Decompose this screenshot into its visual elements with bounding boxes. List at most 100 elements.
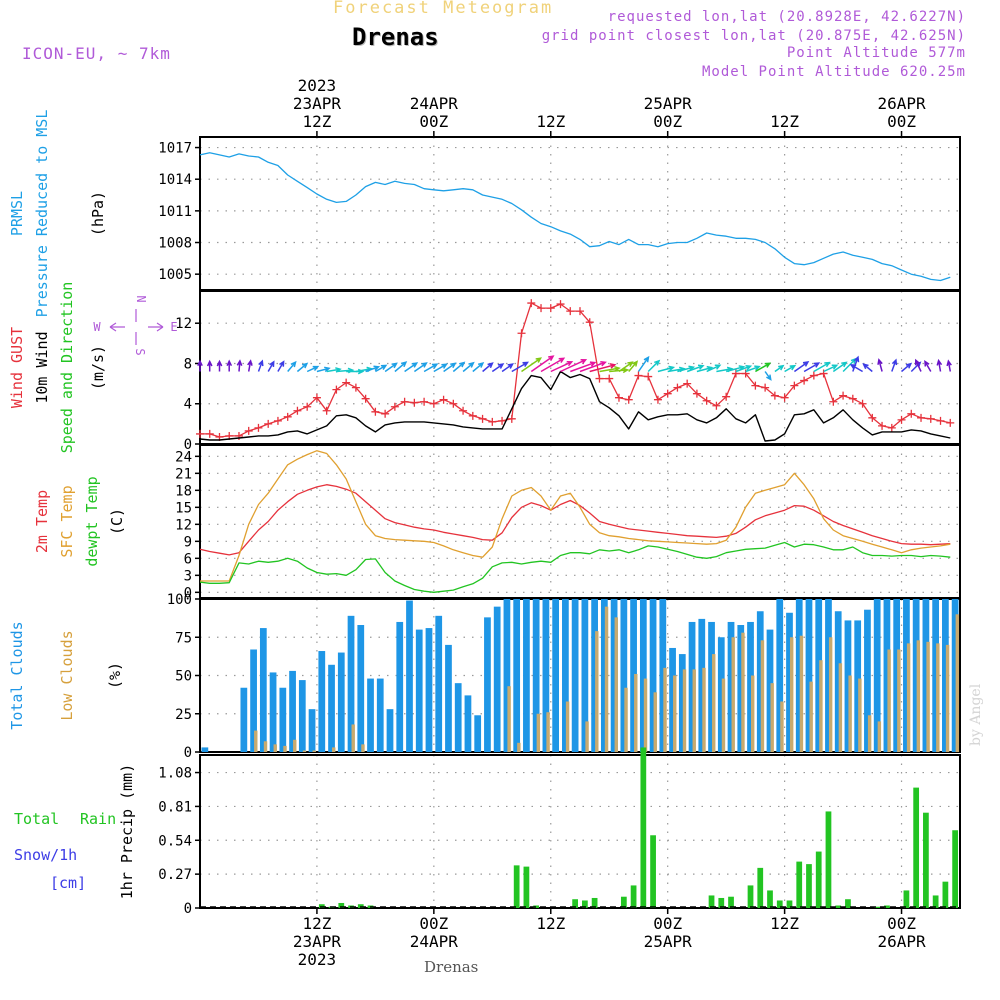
bottom-time-label: 23APR: [293, 932, 342, 951]
total-cloud-bar: [269, 672, 277, 752]
footer-location: Drenas: [424, 958, 479, 976]
wind-direction-arrow: [206, 359, 213, 372]
clouds-ytick-label: 0: [184, 745, 192, 761]
gust-marker: [196, 429, 204, 438]
low-cloud-bar: [273, 744, 277, 752]
low-cloud-bar: [312, 750, 316, 752]
total-cloud-bar: [922, 599, 930, 752]
temp-dewpt-line: [199, 541, 951, 593]
precip-bar: [952, 830, 958, 908]
gust-marker: [264, 419, 273, 428]
total-cloud-bar: [600, 599, 608, 752]
total-cloud-bar: [903, 599, 910, 752]
gust-marker: [878, 421, 887, 430]
low-cloud-bar: [507, 686, 511, 752]
low-cloud-bar: [283, 745, 287, 752]
gust-marker: [351, 383, 360, 392]
wind-axis-label: Speed and Direction: [58, 282, 76, 454]
gust-marker: [624, 395, 633, 404]
total-cloud-bar: [669, 647, 676, 752]
total-cloud-bar: [259, 628, 267, 752]
low-cloud-bar: [263, 741, 268, 752]
total-cloud-bar: [367, 678, 374, 752]
total-cloud-bar: [864, 609, 871, 752]
total-cloud-bar: [873, 599, 881, 752]
low-cloud-bar: [673, 675, 677, 752]
gust-marker: [897, 415, 906, 424]
low-cloud-bar: [643, 678, 648, 752]
wind-direction-arrow: [774, 364, 785, 373]
precip-bar: [591, 897, 598, 908]
wind-direction-arrow: [423, 363, 439, 373]
gust-marker: [809, 371, 818, 380]
total-cloud-bar: [279, 687, 287, 752]
gust-marker: [605, 374, 614, 383]
compass-north: N: [134, 295, 148, 302]
temp-ytick-label: 15: [175, 500, 192, 516]
low-cloud-bar: [332, 747, 336, 752]
gust-marker: [468, 411, 477, 420]
pressure-panel: 1005 1008 1011 1014 1017: [158, 136, 961, 291]
precip-ytick-label: 0.54: [158, 833, 192, 849]
wind-direction-arrow: [706, 364, 722, 373]
gust-marker: [361, 394, 370, 403]
gust-marker: [907, 409, 916, 418]
wind-direction-arrow: [877, 358, 883, 372]
wind-direction-arrow: [784, 364, 797, 373]
temp-ytick-label: 12: [175, 517, 192, 533]
legend-unit: [cm]: [50, 874, 86, 892]
total-cloud-bar: [815, 599, 823, 752]
gust-marker: [488, 417, 497, 426]
precip-bar: [318, 904, 325, 908]
wind-direction-arrow: [803, 362, 821, 373]
total-cloud-bar: [795, 599, 803, 752]
gust-marker: [556, 300, 565, 309]
precip-bar: [913, 787, 920, 908]
temp-sfc-line: [200, 450, 951, 582]
temp-ytick-label: 9: [184, 534, 192, 550]
top-time-label: 23APR: [293, 94, 342, 113]
gust-marker: [303, 402, 312, 411]
low-cloud-bar: [741, 632, 745, 752]
total-cloud-bar: [474, 715, 482, 752]
temp-ytick-label: 21: [175, 466, 192, 482]
gust-marker: [459, 406, 468, 415]
low-cloud-bar: [712, 654, 716, 752]
wind-direction-arrow: [216, 359, 223, 372]
precip-bar: [767, 890, 773, 908]
precip-bar: [835, 905, 842, 908]
wind-ytick-label: 4: [184, 397, 192, 413]
wind-direction-arrow: [267, 360, 275, 372]
clouds-axis-label: (%): [106, 662, 124, 689]
legend-snow: Snow/1h: [14, 846, 77, 864]
top-time-label: 25APR: [644, 94, 693, 113]
total-cloud-bar: [240, 687, 248, 752]
wind-panel: 0 4 8 12: [175, 290, 961, 453]
gust-marker: [312, 393, 321, 402]
total-cloud-bar: [659, 599, 667, 752]
clouds-ytick-label: 75: [175, 630, 192, 646]
gust-marker: [770, 391, 779, 400]
wind-direction-arrow: [296, 362, 309, 373]
wind-direction-arrow: [287, 360, 297, 372]
total-cloud-bar: [513, 599, 521, 752]
wind-direction-arrow: [550, 360, 574, 373]
total-cloud-bar: [571, 599, 579, 752]
gust-marker: [848, 394, 857, 403]
gust-marker: [800, 376, 809, 385]
wind-direction-arrow: [849, 364, 863, 373]
wind-direction-arrow: [764, 371, 772, 381]
gust-marker: [936, 416, 945, 425]
gust-marker: [702, 396, 711, 405]
gust-marker: [439, 395, 448, 404]
gust-marker: [946, 418, 955, 427]
gust-marker: [829, 397, 838, 406]
precip-panel: 0 0.27 0.54 0.81 1.08: [158, 747, 961, 917]
temp-ytick-label: 0: [184, 585, 192, 601]
temp-ytick-label: 6: [184, 551, 192, 567]
total-cloud-bar: [776, 599, 784, 752]
wind-direction-arrow: [433, 363, 448, 373]
low-cloud-bar: [585, 721, 589, 752]
total-cloud-bar: [523, 599, 530, 752]
gust-marker: [790, 381, 799, 390]
